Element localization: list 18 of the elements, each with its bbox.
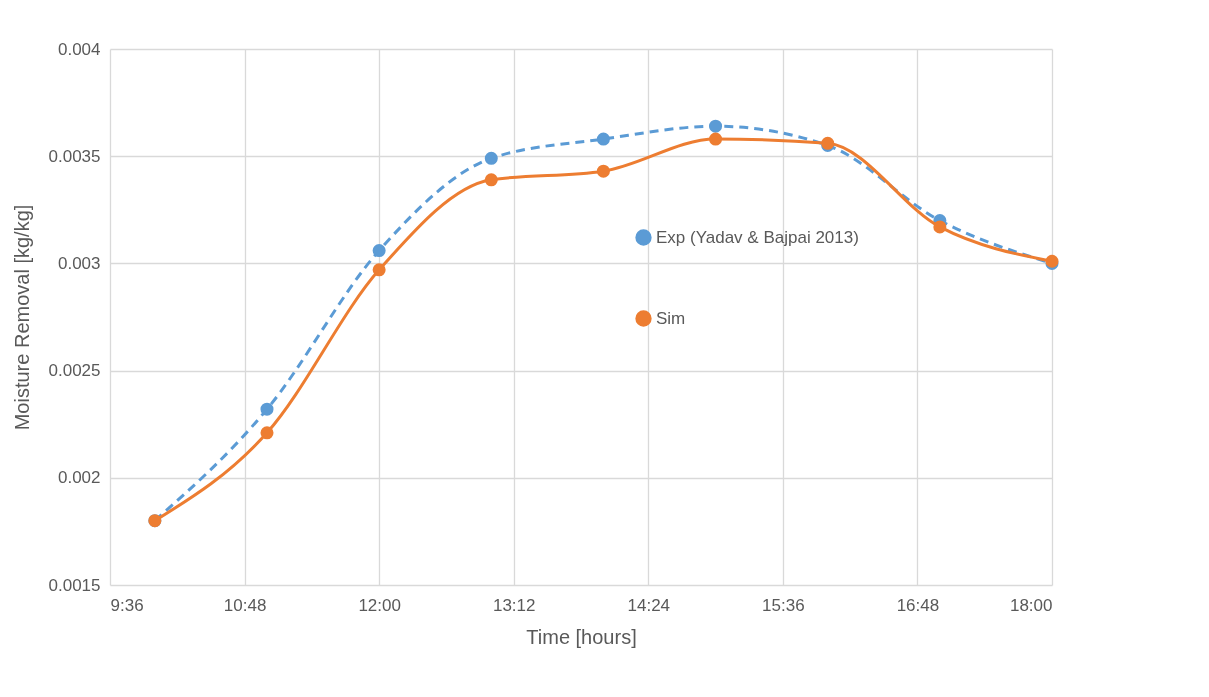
legend-label: Exp (Yadav & Bajpai 2013)	[656, 227, 859, 247]
x-tick-label: 13:12	[492, 595, 536, 615]
x-tick-label: 15:36	[762, 595, 805, 615]
y-tick-label: 0.003	[57, 253, 101, 273]
x-tick-label: 16:48	[896, 595, 940, 615]
x-tick-label: 10:48	[223, 595, 267, 615]
x-tick-label: 9:36	[110, 595, 144, 615]
y-tick-label: 0.004	[57, 39, 101, 59]
y-tick-label: 0.002	[57, 468, 101, 488]
x-tick-label: 14:24	[627, 595, 671, 615]
legend-label: Sim	[656, 308, 686, 328]
y-axis-title: Moisture Removal [kg/kg]	[10, 204, 33, 431]
y-tick-label: 0.0015	[48, 575, 101, 595]
x-tick-label: 12:00	[358, 595, 401, 615]
x-tick-label: 18:00	[1009, 595, 1053, 615]
y-tick-label: 0.0025	[48, 361, 101, 381]
y-tick-label: 0.0035	[48, 146, 101, 166]
x-axis-title: Time [hours]	[526, 625, 637, 648]
